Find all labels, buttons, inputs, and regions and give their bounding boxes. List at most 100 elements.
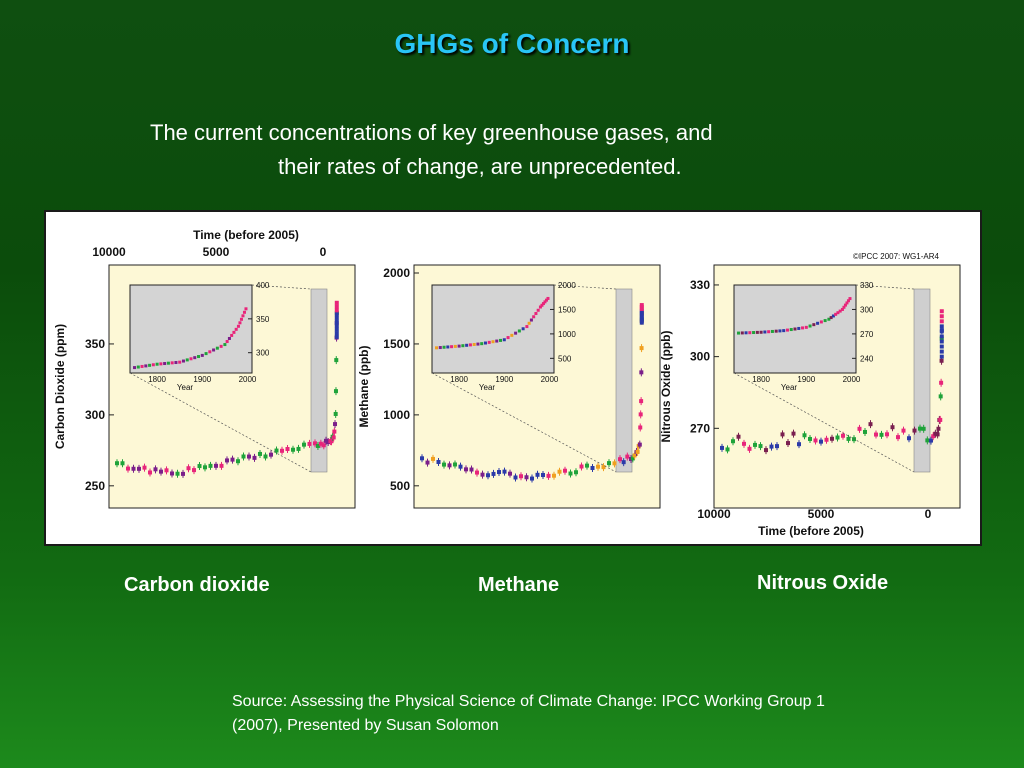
- data-point: [530, 476, 534, 481]
- data-point: [939, 336, 944, 341]
- inset-point: [752, 331, 756, 335]
- caption-carbon-dioxide: Carbon dioxide: [124, 574, 270, 596]
- data-point: [241, 454, 246, 459]
- inset-point: [774, 329, 778, 333]
- inset-point: [461, 344, 465, 348]
- data-point: [736, 434, 741, 439]
- inset-point: [538, 305, 542, 309]
- inset-y-tick-label: 1500: [558, 305, 576, 314]
- data-point: [148, 470, 152, 475]
- data-point: [332, 429, 337, 434]
- y-axis-label: Carbon Dioxide (ppm): [53, 324, 67, 449]
- data-point: [214, 463, 218, 468]
- inset-point: [178, 360, 182, 364]
- data-point: [519, 474, 523, 479]
- inset-point: [740, 331, 744, 335]
- data-point: [219, 463, 224, 468]
- data-point: [497, 470, 501, 475]
- data-point: [742, 441, 746, 446]
- data-point: [334, 334, 339, 339]
- data-point: [442, 462, 446, 467]
- data-point: [480, 472, 485, 477]
- inset-point: [238, 321, 242, 325]
- inset-y-tick-label: 270: [860, 330, 874, 339]
- data-point: [939, 334, 944, 339]
- inset-point: [483, 341, 487, 345]
- data-point: [302, 442, 306, 447]
- data-point: [192, 468, 196, 473]
- inset-connector: [855, 284, 915, 290]
- data-point: [307, 441, 312, 446]
- data-point: [918, 426, 922, 431]
- data-point: [334, 312, 339, 317]
- modern-era-shade: [913, 288, 931, 473]
- subtitle-line-2: their rates of change, are unprecedented…: [278, 154, 682, 179]
- inset-point: [450, 345, 454, 349]
- data-point: [334, 315, 339, 320]
- data-point: [181, 471, 185, 476]
- data-point: [258, 451, 262, 456]
- inset-point: [163, 362, 167, 366]
- inset-x-tick-label: 1800: [450, 375, 468, 384]
- inset-point: [532, 315, 536, 319]
- data-point: [491, 471, 496, 476]
- data-point: [252, 455, 257, 460]
- inset-point: [232, 330, 236, 334]
- inset-point: [782, 329, 786, 333]
- data-point: [247, 454, 251, 459]
- data-point: [635, 449, 640, 454]
- data-point: [469, 467, 474, 472]
- data-point: [939, 309, 944, 314]
- bottom-tick-5000: 5000: [808, 507, 835, 521]
- inset-point: [457, 344, 461, 348]
- data-point: [621, 460, 626, 465]
- inset-point: [827, 317, 831, 321]
- inset-point: [785, 328, 789, 332]
- inset-x-tick-label: 1900: [495, 375, 513, 384]
- data-point: [552, 473, 556, 478]
- data-point: [486, 473, 490, 478]
- inset-y-tick-label: 300: [860, 305, 874, 314]
- data-point: [263, 454, 268, 459]
- data-point: [830, 436, 834, 441]
- inset-x-tick-label: 1900: [193, 375, 211, 384]
- data-point: [638, 412, 643, 417]
- data-point: [541, 472, 545, 477]
- data-point: [632, 453, 637, 458]
- bottom-tick-10000: 10000: [697, 507, 731, 521]
- data-point: [912, 428, 917, 433]
- data-point: [791, 431, 796, 436]
- data-point: [639, 370, 644, 375]
- inset-point: [239, 317, 243, 321]
- data-point: [885, 432, 889, 437]
- data-point: [324, 438, 328, 443]
- y-axis-label: Nitrous Oxide (ppb): [659, 331, 673, 443]
- inset-point: [517, 329, 521, 333]
- data-point: [197, 464, 202, 469]
- inset-point: [435, 346, 439, 350]
- inset-point: [487, 340, 491, 344]
- data-point: [931, 434, 936, 439]
- inset-point: [842, 305, 846, 309]
- inset-x-tick-label: 2000: [843, 375, 861, 384]
- data-point: [936, 426, 941, 431]
- inset-y-tick-label: 300: [256, 349, 270, 358]
- data-point: [334, 358, 339, 363]
- inset-point: [510, 333, 514, 337]
- inset-point: [468, 343, 472, 347]
- data-point: [720, 445, 724, 450]
- inset-x-label: Year: [177, 383, 194, 392]
- data-point: [585, 463, 589, 468]
- data-point: [786, 441, 790, 446]
- data-point: [939, 314, 944, 319]
- data-point: [808, 436, 812, 441]
- y-tick-label: 350: [85, 337, 105, 351]
- data-point: [269, 452, 273, 457]
- data-point: [333, 389, 338, 394]
- inset-point: [801, 326, 805, 330]
- slide-title: GHGs of Concern: [394, 28, 630, 59]
- inset-point: [744, 331, 748, 335]
- caption-nitrous-oxide: Nitrous Oxide: [757, 572, 889, 594]
- inset-point: [151, 363, 155, 367]
- inset-point: [514, 331, 518, 335]
